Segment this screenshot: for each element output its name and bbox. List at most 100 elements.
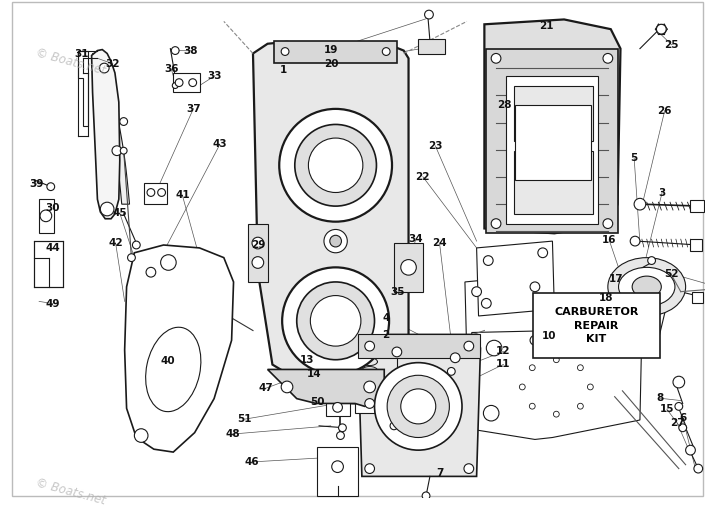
Circle shape: [364, 381, 375, 393]
Text: 16: 16: [602, 235, 616, 245]
Text: 4: 4: [383, 313, 390, 323]
Circle shape: [47, 183, 54, 190]
Circle shape: [252, 237, 264, 249]
Polygon shape: [486, 49, 618, 233]
Bar: [394, 243, 423, 292]
Circle shape: [338, 424, 346, 432]
Circle shape: [134, 429, 148, 442]
Circle shape: [530, 335, 540, 345]
Circle shape: [603, 53, 613, 63]
Text: 15: 15: [660, 404, 674, 414]
Circle shape: [324, 229, 347, 253]
Text: © Boats.net: © Boats.net: [34, 476, 107, 507]
Circle shape: [686, 445, 696, 455]
Circle shape: [132, 241, 140, 249]
Bar: [516, 105, 591, 180]
Bar: [533, 293, 660, 358]
Circle shape: [673, 376, 685, 388]
Text: 47: 47: [258, 383, 273, 393]
Circle shape: [538, 248, 548, 258]
Circle shape: [648, 257, 656, 264]
Circle shape: [448, 368, 455, 375]
Text: 30: 30: [46, 203, 60, 213]
Text: 49: 49: [46, 298, 60, 309]
Text: 26: 26: [658, 105, 672, 116]
Circle shape: [464, 464, 473, 474]
Text: 19: 19: [324, 45, 338, 55]
Ellipse shape: [632, 276, 661, 297]
Polygon shape: [623, 282, 665, 338]
Text: 43: 43: [212, 139, 227, 150]
Text: 27: 27: [670, 418, 684, 428]
Circle shape: [120, 147, 127, 154]
Circle shape: [308, 138, 363, 193]
Polygon shape: [465, 274, 548, 358]
Text: 7: 7: [436, 468, 443, 478]
Circle shape: [588, 384, 593, 390]
Circle shape: [337, 432, 345, 439]
Circle shape: [175, 79, 183, 87]
Text: 18: 18: [599, 293, 613, 303]
Circle shape: [161, 255, 176, 270]
Polygon shape: [124, 245, 234, 452]
Circle shape: [393, 387, 401, 395]
Circle shape: [120, 118, 127, 125]
Text: 12: 12: [496, 347, 511, 356]
Circle shape: [127, 254, 135, 262]
Circle shape: [578, 403, 583, 409]
Circle shape: [172, 47, 179, 54]
Text: 39: 39: [29, 179, 44, 189]
Circle shape: [330, 236, 342, 247]
Circle shape: [675, 402, 683, 410]
Text: 14: 14: [307, 369, 322, 379]
Polygon shape: [477, 241, 554, 316]
Circle shape: [519, 384, 526, 390]
Text: 17: 17: [608, 274, 623, 284]
Text: 11: 11: [496, 359, 511, 369]
Circle shape: [529, 403, 535, 409]
Bar: [358, 334, 480, 358]
Bar: [317, 447, 358, 496]
Text: 1: 1: [280, 65, 287, 75]
Circle shape: [538, 294, 548, 304]
Circle shape: [383, 48, 390, 55]
Circle shape: [530, 282, 540, 292]
Circle shape: [608, 333, 618, 343]
Text: 32: 32: [106, 59, 120, 69]
Bar: [513, 151, 593, 214]
Text: 5: 5: [631, 153, 638, 163]
Circle shape: [280, 109, 392, 222]
Text: 50: 50: [310, 397, 325, 407]
Circle shape: [365, 464, 375, 474]
Circle shape: [491, 53, 501, 63]
Text: 6: 6: [679, 413, 686, 423]
Circle shape: [99, 63, 109, 73]
Circle shape: [483, 255, 493, 265]
Bar: [248, 224, 267, 282]
Text: 21: 21: [539, 21, 554, 31]
Circle shape: [281, 48, 289, 55]
Circle shape: [634, 198, 646, 210]
Bar: [506, 76, 598, 224]
Circle shape: [529, 365, 535, 371]
Text: 33: 33: [208, 71, 222, 81]
Circle shape: [332, 402, 342, 412]
Circle shape: [112, 146, 122, 156]
Circle shape: [375, 362, 462, 450]
Circle shape: [633, 275, 643, 285]
Text: 41: 41: [175, 190, 189, 200]
Text: 35: 35: [390, 287, 405, 296]
Circle shape: [553, 357, 559, 362]
Text: 31: 31: [74, 49, 89, 59]
Ellipse shape: [618, 267, 675, 306]
Circle shape: [578, 365, 583, 371]
Text: 22: 22: [415, 172, 430, 182]
Text: 38: 38: [184, 46, 198, 56]
Circle shape: [387, 375, 449, 437]
Circle shape: [310, 295, 361, 346]
Circle shape: [147, 188, 154, 197]
Text: CARBURETOR
REPAIR
KIT: CARBURETOR REPAIR KIT: [554, 307, 638, 344]
Bar: [326, 399, 350, 416]
Polygon shape: [78, 51, 88, 126]
Text: 45: 45: [112, 208, 127, 218]
